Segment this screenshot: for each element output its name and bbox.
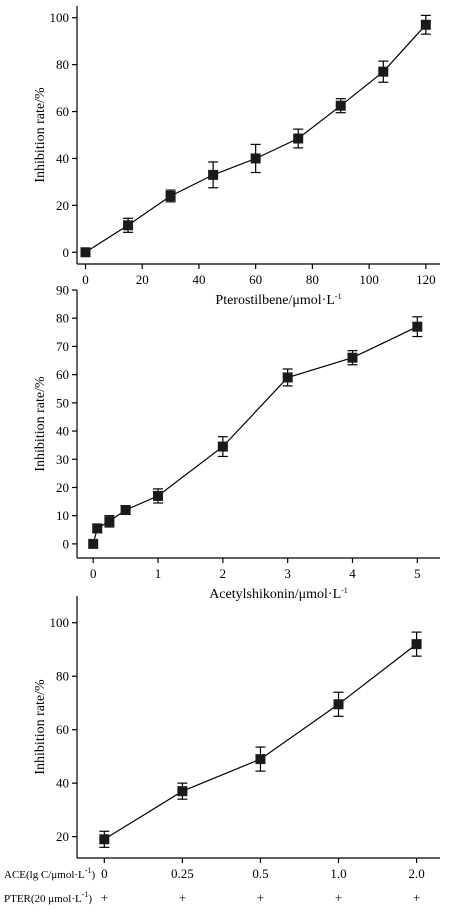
chart-1: 0 20 40 60 80 100 0 20 40 60 80 100 120 Inhibition ra… — [33, 6, 440, 287]
y-tick-label: 80 — [56, 57, 69, 72]
y-tick-label: 20 — [56, 829, 69, 844]
y-tick-label: 80 — [56, 311, 69, 326]
x-tick-label: 80 — [306, 272, 319, 287]
x-tick-label: 0 — [101, 866, 108, 881]
y-tick-label: 40 — [56, 151, 69, 166]
x-axis-title-superscript: -1 — [341, 586, 348, 595]
pter-mark: + — [335, 890, 342, 905]
data-point — [92, 523, 103, 534]
pter-mark: + — [179, 890, 186, 905]
x-tick-label: 2 — [220, 566, 227, 581]
pter-row-label-text: PTER(20 μmol·L — [4, 893, 82, 905]
y-axis-title: Inhibition rate/% — [33, 376, 48, 472]
x-tick-label: 4 — [349, 566, 356, 581]
data-point — [153, 490, 164, 501]
data-point — [177, 786, 188, 797]
data-point — [208, 169, 219, 180]
data-point — [217, 441, 228, 452]
pter-mark: + — [257, 890, 264, 905]
y-tick-label: 60 — [56, 104, 69, 119]
y-tick-label: 70 — [56, 339, 69, 354]
data-point — [420, 19, 431, 30]
data-point — [255, 754, 266, 765]
x-tick-label: 0.5 — [252, 866, 268, 881]
x-axis-title-text: Acetylshikonin/μmol·L — [209, 587, 341, 602]
data-point — [411, 639, 422, 650]
y-axis-title: Inhibition rate/% — [33, 87, 48, 183]
data-point — [335, 100, 346, 111]
y-tick-label: 10 — [56, 508, 69, 523]
x-tick-label: 20 — [136, 272, 149, 287]
data-point — [250, 153, 261, 164]
x-tick-label: 2.0 — [408, 866, 424, 881]
series-line — [92, 326, 418, 545]
data-point — [347, 352, 358, 363]
pter-row-label: PTER(20 μmol·L-1) — [4, 890, 92, 905]
x-tick-label: 60 — [249, 272, 262, 287]
y-tick-label: 40 — [56, 424, 69, 439]
x-tick-label: 3 — [284, 566, 291, 581]
x-axis-title: Acetylshikonin/μmol·L-1 — [209, 586, 348, 602]
y-tick-label: 100 — [50, 10, 70, 25]
x-tick-label: 100 — [359, 272, 379, 287]
series-line — [103, 643, 417, 840]
y-tick-label: 60 — [56, 722, 69, 737]
y-tick-label: 0 — [63, 245, 70, 260]
data-point — [378, 66, 389, 77]
x-tick-label: 1 — [155, 566, 162, 581]
y-tick-label: 30 — [56, 452, 69, 467]
x-tick-label: 40 — [192, 272, 205, 287]
data-point — [99, 834, 110, 845]
y-tick-label: 50 — [56, 395, 69, 410]
y-axis-title: Inhibition rate/% — [33, 679, 48, 775]
x-tick-label: 5 — [414, 566, 421, 581]
pter-row-label-close: ) — [88, 893, 92, 905]
data-point — [88, 538, 99, 549]
y-tick-label: 100 — [50, 615, 70, 630]
x-tick-label: 0 — [90, 566, 97, 581]
x-tick-label: 1.0 — [330, 866, 346, 881]
x-axis-title-superscript: -1 — [335, 292, 342, 301]
series-line — [85, 24, 427, 253]
chart-3: 20 40 60 80 100 0 +0.25 +0.5 +1.0 +2.0 + Inhibition… — [33, 596, 440, 905]
y-tick-label: 80 — [56, 669, 69, 684]
data-point — [165, 190, 176, 201]
ace-row-label-close: ) — [91, 869, 95, 881]
y-tick-label: 60 — [56, 367, 69, 382]
data-point — [123, 220, 134, 231]
x-axis-title: Pterostilbene/μmol·L-1 — [215, 292, 341, 308]
x-tick-label: 120 — [416, 272, 436, 287]
x-tick-label: 0.25 — [171, 866, 194, 881]
x-tick-label: 0 — [82, 272, 89, 287]
ace-row-label-text: ACE(lg C/μmol·L — [4, 869, 85, 881]
data-point — [104, 516, 115, 527]
pter-row-label-superscript: -1 — [82, 890, 89, 899]
pter-mark: + — [413, 890, 420, 905]
data-point — [80, 247, 91, 258]
data-point — [412, 321, 423, 332]
y-tick-label: 40 — [56, 776, 69, 791]
y-tick-label: 0 — [63, 536, 70, 551]
pter-mark: + — [101, 890, 108, 905]
y-tick-label: 20 — [56, 480, 69, 495]
data-point — [333, 699, 344, 710]
ace-row-label-superscript: -1 — [85, 866, 92, 875]
y-tick-label: 90 — [56, 283, 69, 298]
chart-2: 0 10 20 30 40 50 60 70 80 90 0 1 2 3 4 5 Inhibition rate… — [33, 283, 440, 581]
data-point — [120, 505, 131, 516]
data-point — [282, 372, 293, 383]
ace-row-label: ACE(lg C/μmol·L-1) — [4, 866, 95, 881]
x-axis-title-text: Pterostilbene/μmol·L — [215, 293, 335, 308]
data-point — [293, 133, 304, 144]
y-tick-label: 20 — [56, 198, 69, 213]
